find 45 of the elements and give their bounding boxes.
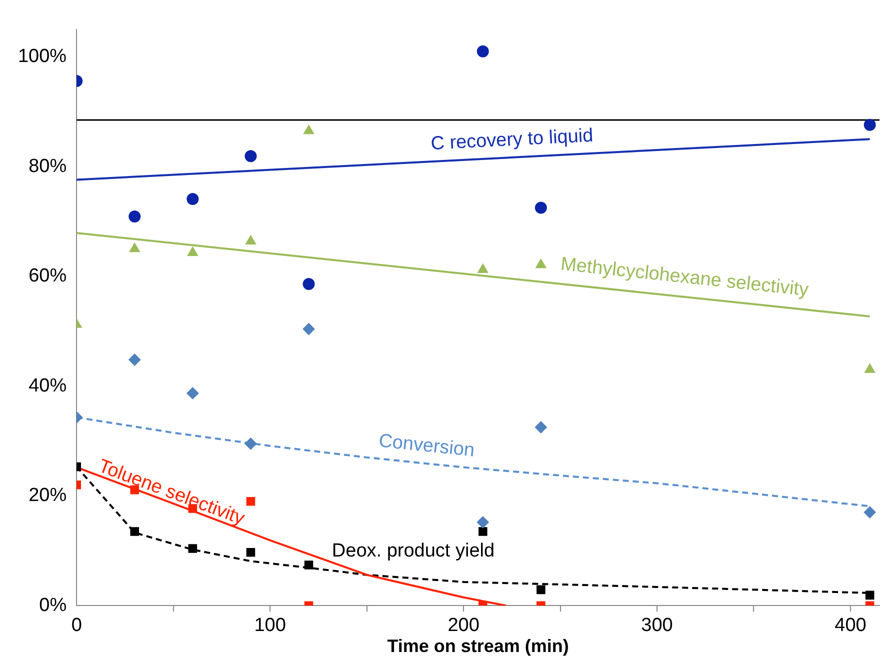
point [536, 585, 546, 594]
text: Methylcyclohexane selectivity [560, 254, 810, 301]
point [864, 364, 876, 373]
x-axis-title: Time on stream (min) [387, 636, 569, 656]
point [478, 264, 488, 274]
y-tick-label: 100% [18, 46, 67, 68]
point [302, 278, 315, 290]
point [478, 527, 488, 536]
point [128, 354, 141, 366]
point [304, 560, 314, 570]
y-tick-label: 80% [28, 156, 67, 177]
point [476, 516, 489, 528]
point [534, 421, 547, 434]
point [864, 118, 876, 131]
point [534, 202, 547, 214]
point [244, 438, 257, 450]
point [187, 246, 198, 256]
x-tick-label: 0 [71, 615, 82, 636]
text: Conversion [378, 430, 476, 462]
point [302, 323, 315, 336]
point [186, 387, 199, 400]
point [188, 544, 198, 553]
point [186, 192, 199, 205]
point [244, 150, 257, 162]
series-label: Deox. product yield [332, 540, 495, 562]
point [130, 527, 140, 536]
point [476, 45, 489, 58]
series-label: C recovery to liquid [430, 125, 594, 155]
point [128, 210, 141, 223]
y-tick-label: 20% [28, 485, 67, 506]
point [303, 124, 314, 134]
point [536, 258, 546, 268]
y-tick-label: 40% [28, 375, 67, 396]
point [246, 496, 256, 506]
point [129, 242, 140, 252]
y-tick-label: 60% [28, 266, 67, 287]
x-tick-label: 400 [834, 615, 866, 636]
y-tick-label: 0% [39, 594, 67, 616]
point [246, 548, 256, 557]
point [245, 235, 256, 244]
point [865, 590, 874, 600]
x-tick-label: 200 [448, 615, 480, 636]
point [864, 506, 876, 518]
x-tick-label: 300 [641, 615, 673, 636]
x-tick-label: 100 [254, 615, 286, 636]
